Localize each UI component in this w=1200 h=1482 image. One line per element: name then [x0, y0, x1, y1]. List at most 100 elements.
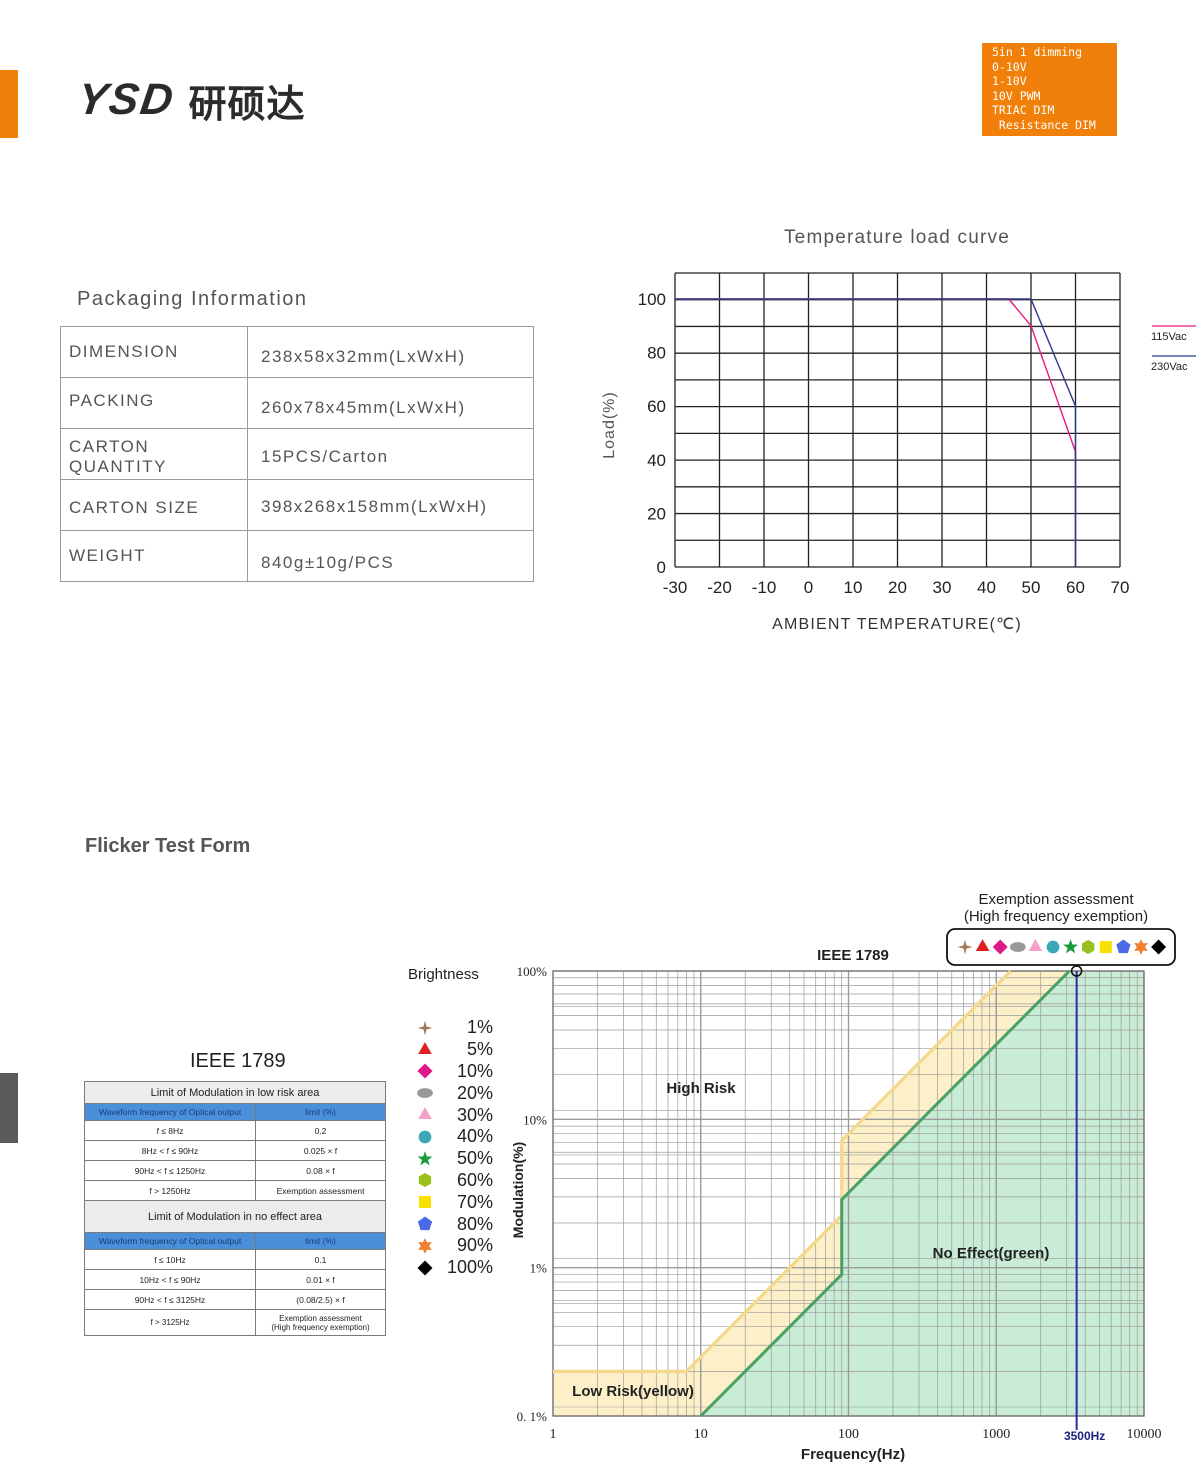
low-risk-caption: Limit of Modulation in low risk area: [84, 1081, 386, 1104]
diamond-icon: [417, 1063, 433, 1079]
x-tick-label: 20: [888, 578, 907, 597]
column-header: limit (%): [255, 1232, 386, 1250]
x-tick-label: -20: [707, 578, 732, 597]
dimming-line: 5in 1 dimming: [992, 45, 1083, 59]
y-axis-label: Load(%): [601, 391, 618, 458]
table-cell: 10Hz < f ≤ 90Hz: [84, 1269, 256, 1290]
packaging-value: 260x78x45mm(LxWxH): [247, 377, 534, 429]
table-row: PACKING 260x78x45mm(LxWxH): [60, 377, 534, 429]
column-header: limit (%): [255, 1103, 386, 1121]
legend-label: 20%: [456, 1082, 493, 1103]
frequency-marker-circle: [1070, 965, 1083, 977]
legend-item: 100%: [413, 1257, 493, 1279]
x-tick-label: 10000: [1127, 1427, 1162, 1442]
table-cell: f > 3125Hz: [84, 1309, 256, 1336]
square-icon: [1099, 941, 1112, 953]
dimming-line: Resistance DIM: [992, 117, 1096, 132]
accent-bar-gray: [0, 1073, 18, 1143]
y-tick-label: 100: [638, 290, 666, 309]
x-tick-label: -30: [663, 578, 688, 597]
packaging-label: CARTON SIZE: [60, 479, 248, 531]
table-row: Limit of Modulation in low risk area: [84, 1081, 386, 1104]
brightness-title: Brightness: [408, 966, 479, 983]
y-tick-label: 1%: [530, 1261, 548, 1276]
table-row: f > 1250Hz Exemption assessment: [84, 1180, 386, 1201]
x-tick-label: 0: [804, 578, 813, 597]
x-tick-label: 60: [1066, 578, 1085, 597]
chart-title: IEEE 1789: [817, 947, 889, 964]
legend-label: 40%: [456, 1126, 493, 1147]
diamond-icon: [1151, 939, 1167, 955]
x-tick-label: -10: [752, 578, 777, 597]
ellipse-icon: [1009, 942, 1026, 952]
table-cell: Exemption assessment: [255, 1180, 386, 1201]
y-tick-label: 10%: [523, 1112, 547, 1127]
table-cell: Exemption assessment (High frequency exe…: [255, 1309, 386, 1336]
packaging-table: DIMENSION 238x58x32mm(LxWxH) PACKING 260…: [60, 326, 534, 582]
x-axis-label: AMBIENT TEMPERATURE(℃): [772, 616, 1022, 633]
packaging-label: PACKING: [60, 377, 248, 429]
exemption-title: Exemption assessment: [978, 891, 1134, 908]
table-cell: 0.08 × f: [255, 1160, 386, 1181]
packaging-value: 398x268x158mm(LxWxH): [247, 479, 534, 531]
triangle-icon: [418, 1041, 432, 1054]
star6-icon: [418, 1237, 432, 1254]
circle-icon: [418, 1130, 432, 1144]
diamond-icon: [417, 1063, 433, 1079]
region-label-low-risk: Low Risk(yellow): [572, 1383, 694, 1400]
dimming-line: 10V PWM: [992, 88, 1041, 103]
table-cell: 90Hz < f ≤ 3125Hz: [84, 1289, 256, 1310]
table-row: Waveform frequency of Optical output lim…: [84, 1232, 386, 1250]
table-cell: f ≤ 8Hz: [84, 1120, 256, 1141]
hexagon-icon: [418, 1173, 432, 1188]
region-label-no-effect: No Effect(green): [933, 1245, 1050, 1262]
table-row: 8Hz < f ≤ 90Hz 0.025 × f: [84, 1140, 386, 1161]
y-tick-label: 80: [647, 344, 666, 363]
diamond-icon: [417, 1260, 433, 1276]
legend-item: 30%: [413, 1104, 493, 1126]
star-icon: [417, 1150, 433, 1166]
legend-label: 30%: [456, 1104, 493, 1125]
legend-item: 90%: [413, 1235, 493, 1257]
brightness-legend: 1% 5% 10% 20% 30% 40% 50% 60% 70% 80% 90% 100%: [413, 1017, 493, 1279]
triangle-icon: [418, 1041, 432, 1054]
legend-label: 5%: [466, 1039, 493, 1060]
x-tick-label: 50: [1022, 578, 1041, 597]
table-row: WEIGHT 840g±10g/PCS: [60, 530, 534, 582]
column-header: Waveform frequency of Optical output: [84, 1232, 256, 1250]
legend-item: 5%: [413, 1039, 493, 1061]
no-effect-caption: Limit of Modulation in no effect area: [84, 1200, 386, 1233]
diamond-icon: [417, 1260, 433, 1276]
exemption-subtitle: (High frequency exemption): [964, 908, 1148, 925]
table-cell: (0.08/2.5) × f: [255, 1289, 386, 1310]
marker-label: 3500Hz: [1064, 1429, 1105, 1443]
y-tick-label: 0. 1%: [517, 1409, 548, 1424]
legend-label: 70%: [456, 1191, 493, 1212]
temperature-load-chart: Temperature load curve -30 -20 -10 0 10 20 30 40…: [601, 227, 1196, 633]
star-icon: [1063, 939, 1079, 954]
table-row: Limit of Modulation in no effect area: [84, 1200, 386, 1233]
table-row: 10Hz < f ≤ 90Hz 0.01 × f: [84, 1269, 386, 1290]
packaging-value: 15PCS/Carton: [247, 428, 534, 480]
dimming-badge: 5in 1 dimming 0-10V 1-10V 10V PWM TRIAC …: [982, 43, 1117, 136]
square-icon: [419, 1196, 431, 1209]
flicker-title: Flicker Test Form: [85, 835, 251, 857]
column-header: Waveform frequency of Optical output: [84, 1103, 256, 1121]
exemption-box: [946, 928, 1176, 966]
table-cell: 0.2: [255, 1120, 386, 1141]
table-cell: f ≤ 10Hz: [84, 1249, 256, 1270]
dimming-line: TRIAC DIM: [992, 103, 1055, 118]
x-tick-label: 70: [1111, 578, 1130, 597]
legend-label: 80%: [456, 1213, 493, 1234]
packaging-label: WEIGHT: [60, 530, 248, 582]
circle-icon: [418, 1130, 432, 1144]
pentagon-icon: [417, 1216, 433, 1231]
ieee-table-title: IEEE 1789: [190, 1050, 286, 1072]
y-tick-label: 60: [647, 397, 666, 416]
triangle-icon: [975, 939, 990, 951]
y-tick-label: 20: [647, 504, 666, 523]
packaging-value: 840g±10g/PCS: [247, 530, 534, 582]
packaging-title: Packaging Information: [77, 288, 308, 310]
y-tick-label: 40: [647, 451, 666, 470]
legend-item: 40%: [413, 1126, 493, 1148]
